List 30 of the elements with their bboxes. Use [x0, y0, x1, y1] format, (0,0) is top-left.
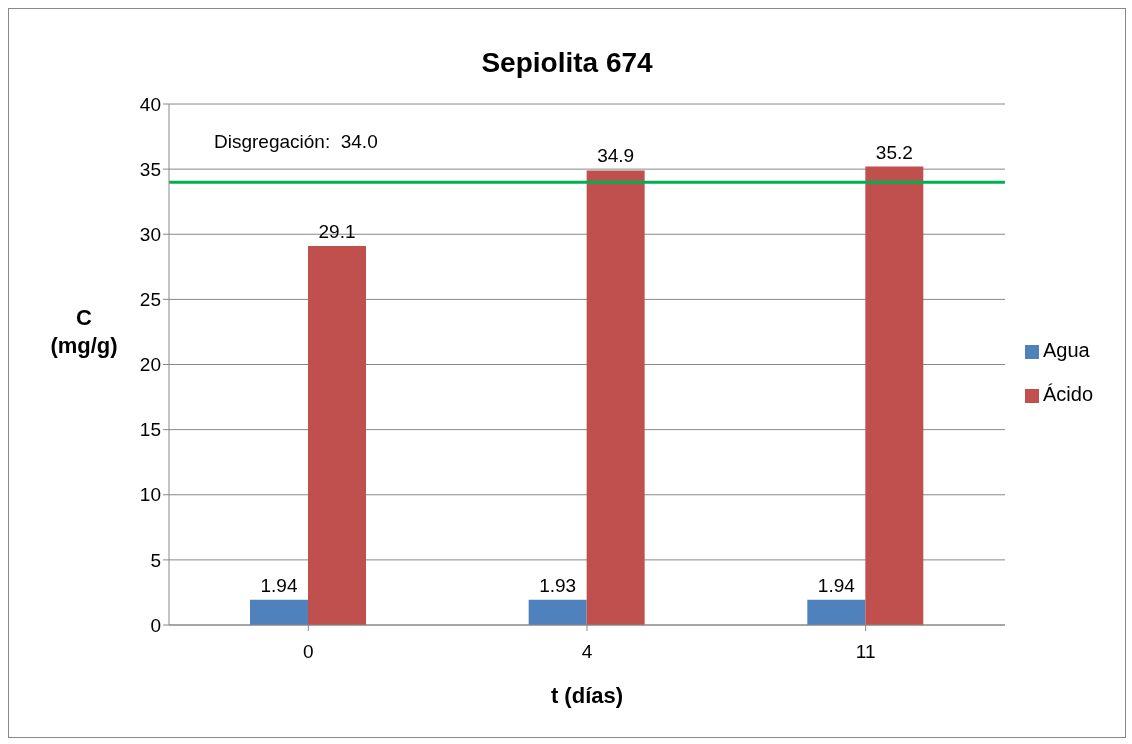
- x-tick-label: 11: [855, 641, 876, 663]
- y-tick-label: 30: [139, 223, 161, 245]
- y-tick-label: 10: [139, 484, 161, 506]
- y-tick-label: 40: [139, 93, 161, 115]
- y-tick-label: 35: [139, 158, 161, 180]
- data-label: 1.94: [817, 574, 856, 596]
- x-tick-label: 0: [303, 641, 314, 663]
- data-label: 1.93: [539, 574, 577, 596]
- bar: [865, 166, 924, 625]
- x-tick-label: 4: [581, 641, 593, 663]
- data-label: 35.2: [875, 141, 913, 163]
- y-tick-label: 25: [139, 289, 161, 311]
- y-tick-label: 20: [139, 354, 161, 376]
- y-tick-label: 0: [150, 614, 161, 636]
- bar: [528, 599, 587, 625]
- data-label: 34.9: [597, 145, 635, 167]
- bar: [308, 245, 366, 625]
- legend-label: Ácido: [1042, 383, 1093, 405]
- data-label: 1.94: [260, 574, 298, 596]
- ref-line-label: Disgregación: 34.0: [214, 131, 378, 153]
- y-tick-label: 5: [150, 549, 161, 571]
- y-tick-label: 15: [139, 419, 161, 441]
- y-axis-title: C (mg/g): [50, 304, 118, 358]
- bar: [586, 170, 645, 625]
- x-axis-title: t (días): [550, 683, 624, 708]
- legend-label: Agua: [1042, 339, 1090, 361]
- bar: [250, 599, 308, 625]
- chart-title: Sepiolita 674: [480, 47, 654, 79]
- bar: [807, 599, 866, 625]
- data-label: 29.1: [318, 220, 356, 242]
